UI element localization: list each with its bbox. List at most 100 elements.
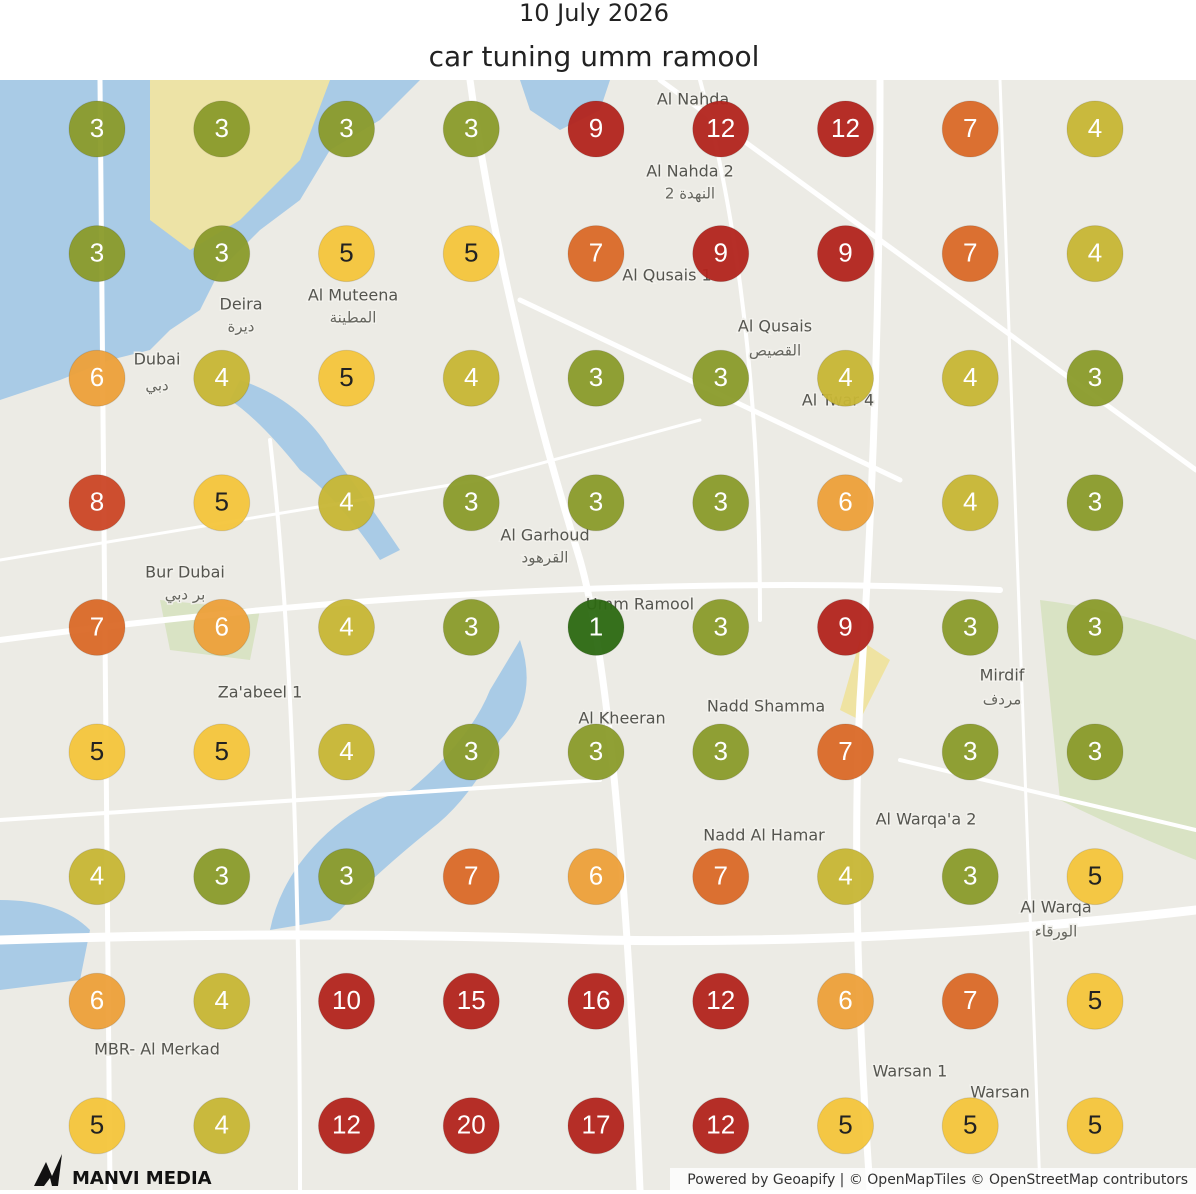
rank-marker <box>567 598 625 656</box>
rank-label: 3 <box>714 736 728 766</box>
rank-label: 7 <box>589 237 603 267</box>
rank-marker <box>567 972 625 1030</box>
rank-marker <box>442 225 500 283</box>
rank-marker <box>567 1097 625 1155</box>
place-label: Dubai <box>134 350 181 369</box>
place-label: Bur Dubai <box>145 563 225 582</box>
rank-marker <box>318 100 375 158</box>
place-label: MBR- Al Merkad <box>94 1040 220 1059</box>
rank-label: 6 <box>838 985 852 1015</box>
rank-marker <box>1066 100 1124 158</box>
rank-marker <box>817 848 874 906</box>
rank-label: 3 <box>1088 487 1102 517</box>
rank-label: 5 <box>464 237 478 267</box>
rank-label: 4 <box>339 736 353 766</box>
place-label: Al Warqa <box>1020 898 1091 917</box>
rank-label: 9 <box>838 237 852 267</box>
rank-marker <box>68 349 126 407</box>
rank-label: 5 <box>963 1110 977 1140</box>
place-label: Za'abeel 1 <box>218 683 303 702</box>
place-label: Warsan 1 <box>873 1062 948 1081</box>
rank-marker <box>68 225 126 283</box>
rank-label: 3 <box>589 487 603 517</box>
rank-marker <box>941 723 999 781</box>
rank-label: 7 <box>838 736 852 766</box>
attribution[interactable]: Powered by Geoapify | © OpenMapTiles © O… <box>687 1172 1188 1188</box>
rank-label: 5 <box>1088 985 1102 1015</box>
rank-label: 7 <box>963 113 977 143</box>
place-label: Nadd Al Hamar <box>703 826 825 845</box>
rank-marker <box>692 225 750 283</box>
rank-label: 4 <box>90 860 104 890</box>
rank-label: 3 <box>714 611 728 641</box>
rank-marker <box>442 474 500 532</box>
rank-label: 4 <box>963 487 977 517</box>
rank-label: 12 <box>831 113 860 143</box>
rank-label: 3 <box>714 487 728 517</box>
rank-label: 3 <box>90 113 104 143</box>
place-label: Al Warqa'a 2 <box>876 810 977 829</box>
rank-label: 5 <box>339 237 353 267</box>
rank-marker <box>193 848 251 906</box>
rank-marker <box>68 100 126 158</box>
rank-label: 6 <box>90 362 104 392</box>
rank-marker <box>318 723 375 781</box>
rank-label: 4 <box>838 860 852 890</box>
rank-marker <box>817 349 874 407</box>
rank-label: 3 <box>215 860 229 890</box>
rank-marker <box>692 100 750 158</box>
rank-label: 3 <box>339 113 353 143</box>
rank-marker <box>318 349 375 407</box>
rank-marker <box>193 349 251 407</box>
rank-marker <box>941 100 999 158</box>
rank-marker <box>941 474 999 532</box>
place-label: مردف <box>983 691 1022 709</box>
rank-marker <box>318 225 375 283</box>
rank-label: 6 <box>90 985 104 1015</box>
rank-label: 4 <box>339 611 353 641</box>
rank-marker <box>941 972 999 1030</box>
date: 10 July 2026 <box>519 0 669 27</box>
rank-label: 4 <box>464 362 478 392</box>
rank-label: 7 <box>963 985 977 1015</box>
place-label: القصيص <box>749 342 801 360</box>
rank-marker <box>442 100 500 158</box>
rank-marker <box>442 848 500 906</box>
rank-marker <box>318 972 375 1030</box>
rank-marker <box>1066 848 1124 906</box>
rank-label: 9 <box>714 237 728 267</box>
rank-label: 7 <box>90 611 104 641</box>
rank-label: 6 <box>838 487 852 517</box>
rank-marker <box>567 349 625 407</box>
rank-label: 8 <box>90 487 104 517</box>
rank-marker <box>68 598 126 656</box>
rank-marker <box>817 972 874 1030</box>
rank-marker <box>692 1097 750 1155</box>
title: car tuning umm ramool <box>429 40 760 73</box>
header-band <box>0 0 1196 80</box>
rank-marker <box>1066 349 1124 407</box>
rank-marker <box>1066 598 1124 656</box>
rank-label: 3 <box>714 362 728 392</box>
rank-marker <box>318 598 375 656</box>
rank-marker <box>442 972 500 1030</box>
rank-label: 4 <box>838 362 852 392</box>
rank-marker <box>567 225 625 283</box>
rank-label: 4 <box>215 985 229 1015</box>
rank-marker <box>817 723 874 781</box>
rank-marker <box>1066 474 1124 532</box>
rank-marker <box>193 225 251 283</box>
rank-label: 5 <box>339 362 353 392</box>
rank-marker <box>1066 972 1124 1030</box>
rank-label: 4 <box>963 362 977 392</box>
rank-label: 3 <box>963 736 977 766</box>
rank-label: 3 <box>1088 736 1102 766</box>
rank-label: 3 <box>215 113 229 143</box>
rank-label: 6 <box>215 611 229 641</box>
rank-label: 3 <box>464 611 478 641</box>
rank-marker <box>193 723 251 781</box>
place-label: القرهود <box>522 549 569 567</box>
place-label: دبي <box>145 377 168 396</box>
